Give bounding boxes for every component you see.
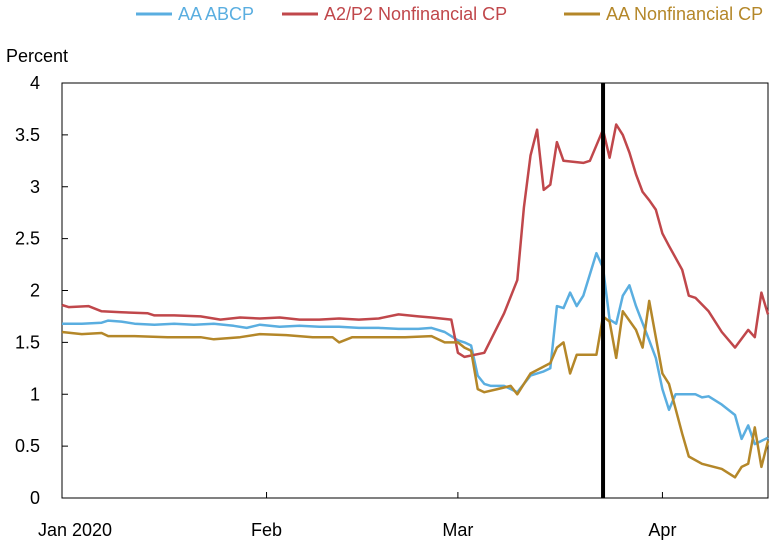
y-axis-label: Percent xyxy=(6,46,68,66)
y-tick-label: 2.5 xyxy=(15,229,40,249)
series-line xyxy=(61,299,770,479)
y-tick-label: 0 xyxy=(30,488,40,508)
legend-label: A2/P2 Nonfinancial CP xyxy=(324,4,507,24)
y-axis: 0 0.5 1 1.5 2 2.5 3 3.5 4 xyxy=(15,73,68,508)
legend-label: AA Nonfinancial CP xyxy=(606,4,763,24)
x-tick-label: Feb xyxy=(251,520,282,540)
x-tick-label: Jan 2020 xyxy=(38,520,112,540)
plot-frame xyxy=(61,82,769,499)
y-tick-label: 3 xyxy=(30,177,40,197)
series-line xyxy=(61,123,770,359)
legend-label: AA ABCP xyxy=(178,4,254,24)
y-tick-label: 0.5 xyxy=(15,436,40,456)
x-tick-label: Mar xyxy=(442,520,473,540)
x-tick-label: Apr xyxy=(648,520,676,540)
y-tick-label: 1.5 xyxy=(15,332,40,352)
y-tick-label: 3.5 xyxy=(15,125,40,145)
series-line xyxy=(62,251,769,446)
legend: AA ABCP A2/P2 Nonfinancial CP AA Nonfinanc… xyxy=(136,4,763,24)
y-tick-label: 2 xyxy=(30,281,40,301)
series-layer xyxy=(61,123,770,479)
y-tick-label: 4 xyxy=(30,73,40,93)
y-tick-label: 1 xyxy=(30,384,40,404)
x-axis: Jan 2020 Feb Mar Apr xyxy=(38,492,676,540)
